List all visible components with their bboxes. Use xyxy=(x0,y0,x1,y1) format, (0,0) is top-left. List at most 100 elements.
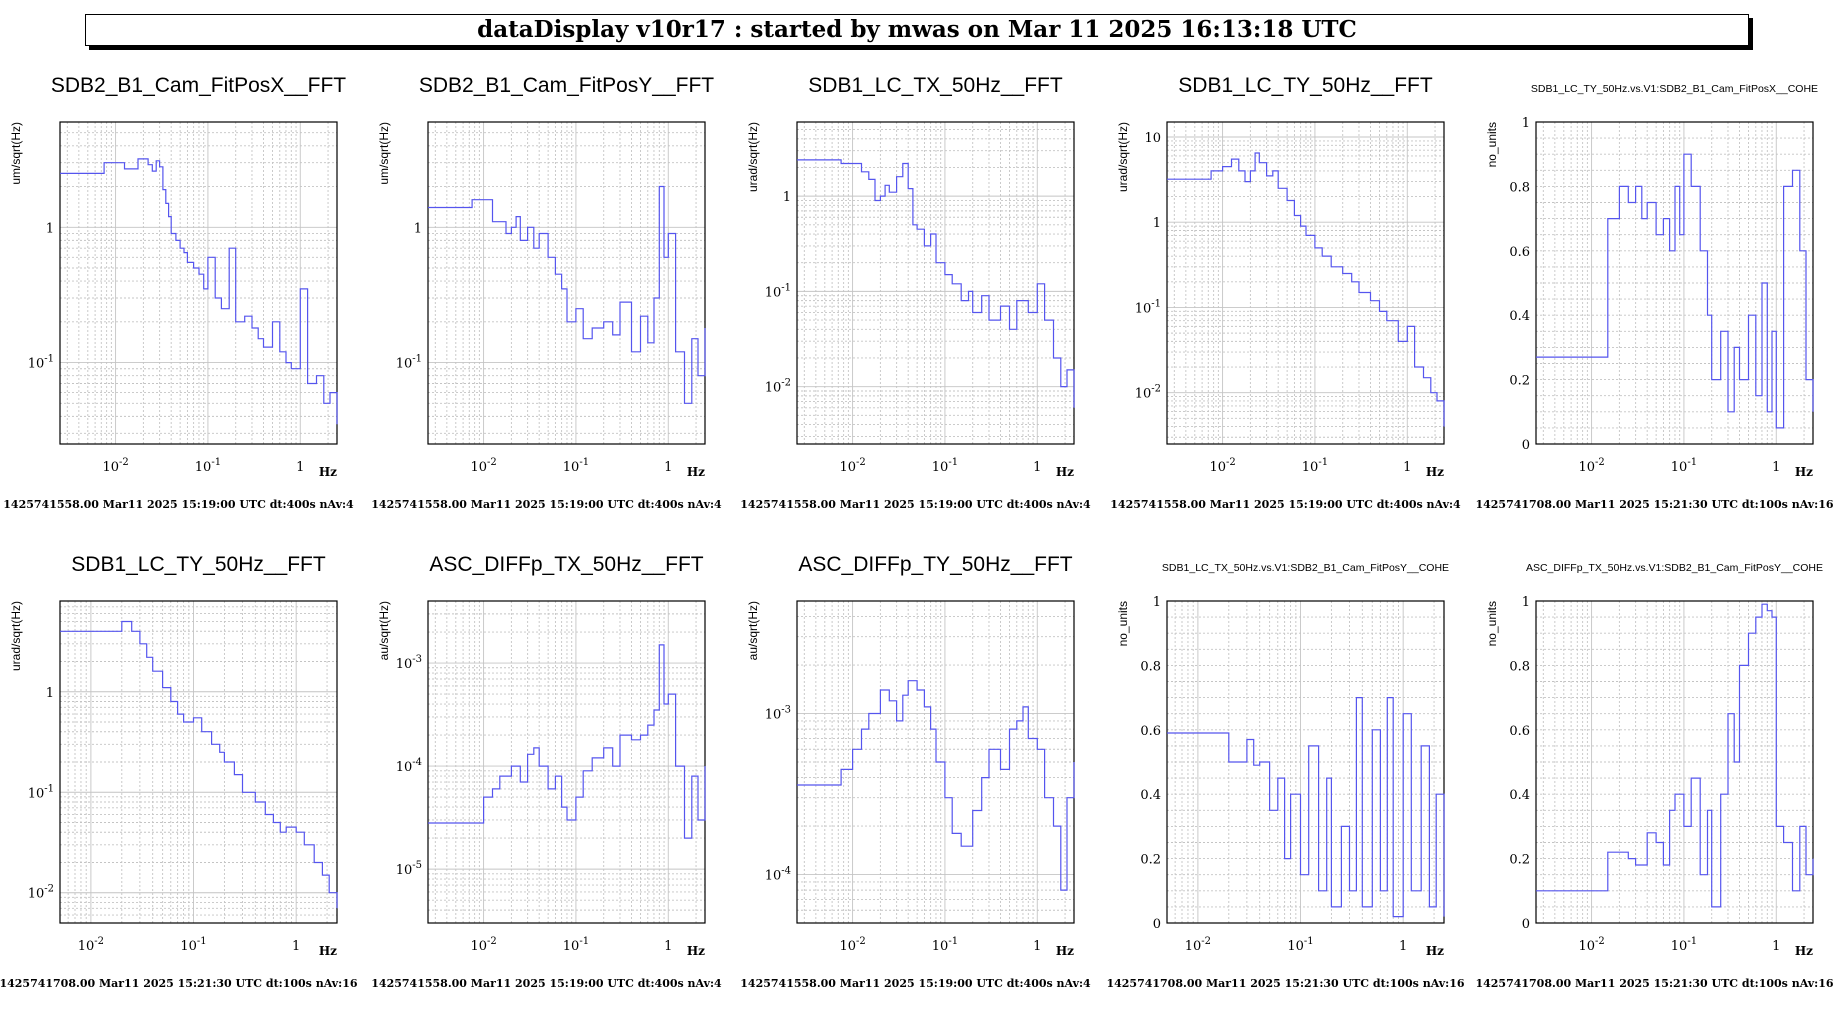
y-tick-label: 1 xyxy=(783,190,791,205)
x-axis-label: Hz xyxy=(319,944,337,958)
y-tick-label: 0.8 xyxy=(1509,659,1530,674)
series-line xyxy=(1167,697,1445,918)
y-tick-label: 10-1 xyxy=(765,282,791,300)
y-axis-label: au/sqrt(Hz) xyxy=(377,601,391,660)
x-tick-label: 10-1 xyxy=(932,936,958,954)
series-line xyxy=(1536,153,1814,429)
y-tick-label: 0.6 xyxy=(1509,245,1530,260)
x-tick-label: 10-1 xyxy=(195,457,221,475)
chart-title: SDB1_LC_TY_50Hz__FFT xyxy=(71,553,326,576)
y-tick-label: 10-1 xyxy=(396,354,422,372)
chart-footer: 1425741558.00 Mar11 2025 15:19:00 UTC dt… xyxy=(740,977,1091,990)
y-axis-label: no_units xyxy=(1485,601,1499,646)
x-tick-label: 1 xyxy=(1772,939,1780,954)
y-tick-label: 1 xyxy=(1522,595,1530,610)
series-line xyxy=(428,185,706,404)
series-line xyxy=(797,159,1075,408)
x-tick-label: 10-2 xyxy=(1209,457,1235,475)
plot-frame xyxy=(59,121,338,445)
x-tick-label: 1 xyxy=(1033,460,1041,475)
x-tick-label: 10-2 xyxy=(839,457,865,475)
y-tick-label: 0.8 xyxy=(1140,659,1161,674)
x-tick-label: 10-1 xyxy=(1302,457,1328,475)
x-tick-label: 1 xyxy=(1403,460,1411,475)
y-axis-label: urad/sqrt(Hz) xyxy=(1116,122,1130,192)
y-tick-label: 0 xyxy=(1522,438,1530,453)
x-tick-label: 10-1 xyxy=(563,457,589,475)
y-tick-label: 0.2 xyxy=(1140,853,1161,868)
x-tick-label: 10-1 xyxy=(1287,936,1313,954)
plot-frame xyxy=(427,121,706,445)
chart-title: SDB1_LC_TY_50Hz__FFT xyxy=(1178,74,1433,97)
series-line xyxy=(1536,603,1814,908)
x-tick-label: 1 xyxy=(296,460,304,475)
series-line xyxy=(428,644,706,839)
y-tick-label: 10-2 xyxy=(28,884,54,902)
plot-frame xyxy=(1166,121,1445,445)
y-tick-label: 0.4 xyxy=(1140,788,1161,803)
page-title: dataDisplay v10r17 : started by mwas on … xyxy=(85,14,1749,46)
chart-footer: 1425741558.00 Mar11 2025 15:19:00 UTC dt… xyxy=(371,977,722,990)
x-axis-label: Hz xyxy=(1795,944,1813,958)
chart-footer: 1425741558.00 Mar11 2025 15:19:00 UTC dt… xyxy=(3,498,354,511)
y-tick-label: 10-3 xyxy=(396,654,422,672)
x-tick-label: 1 xyxy=(664,939,672,954)
x-tick-label: 10-2 xyxy=(839,936,865,954)
x-axis-label: Hz xyxy=(687,944,705,958)
chart-footer: 1425741558.00 Mar11 2025 15:19:00 UTC dt… xyxy=(1110,498,1461,511)
y-tick-label: 1 xyxy=(414,221,422,236)
chart-footer: 1425741708.00 Mar11 2025 15:21:30 UTC dt… xyxy=(1106,977,1464,990)
y-tick-label: 0.4 xyxy=(1509,788,1530,803)
y-tick-label: 1 xyxy=(1522,116,1530,131)
chart-footer: 1425741708.00 Mar11 2025 15:21:30 UTC dt… xyxy=(1475,498,1833,511)
chart-footer: 1425741558.00 Mar11 2025 15:19:00 UTC dt… xyxy=(740,498,1091,511)
x-axis-label: Hz xyxy=(687,465,705,479)
chart-title: SDB2_B1_Cam_FitPosY__FFT xyxy=(419,74,714,97)
y-axis-label: no_units xyxy=(1485,122,1499,167)
chart-title: ASC_DIFFp_TX_50Hz.vs.V1:SDB2_B1_Cam_FitP… xyxy=(1526,562,1823,574)
y-axis-label: um/sqrt(Hz) xyxy=(9,122,23,185)
x-tick-label: 10-1 xyxy=(932,457,958,475)
x-tick-label: 10-2 xyxy=(470,457,496,475)
x-tick-label: 10-2 xyxy=(1578,936,1604,954)
y-axis-label: urad/sqrt(Hz) xyxy=(9,601,23,671)
y-axis-label: au/sqrt(Hz) xyxy=(746,601,760,660)
y-tick-label: 0.8 xyxy=(1509,180,1530,195)
x-tick-label: 1 xyxy=(1772,460,1780,475)
plot-frame xyxy=(796,121,1075,445)
chart-footer: 1425741558.00 Mar11 2025 15:19:00 UTC dt… xyxy=(371,498,722,511)
chart-title: SDB1_LC_TX_50Hz__FFT xyxy=(808,74,1063,97)
x-axis-label: Hz xyxy=(1426,465,1444,479)
y-axis-label: no_units xyxy=(1116,601,1130,646)
chart-title: SDB1_LC_TY_50Hz.vs.V1:SDB2_B1_Cam_FitPos… xyxy=(1531,83,1818,95)
plot-frame xyxy=(1166,600,1445,924)
y-axis-label: um/sqrt(Hz) xyxy=(377,122,391,185)
x-axis-label: Hz xyxy=(1426,944,1444,958)
x-tick-label: 10-1 xyxy=(563,936,589,954)
x-tick-label: 10-2 xyxy=(470,936,496,954)
y-tick-label: 1 xyxy=(46,686,54,701)
chart-title: SDB1_LC_TX_50Hz.vs.V1:SDB2_B1_Cam_FitPos… xyxy=(1162,562,1449,574)
y-tick-label: 1 xyxy=(1153,216,1161,231)
x-tick-label: 1 xyxy=(292,939,300,954)
y-tick-label: 10-5 xyxy=(396,860,422,878)
chart-title: SDB2_B1_Cam_FitPosX__FFT xyxy=(51,74,346,97)
chart-footer: 1425741708.00 Mar11 2025 15:21:30 UTC dt… xyxy=(1475,977,1833,990)
y-tick-label: 0.4 xyxy=(1509,309,1530,324)
x-tick-label: 10-1 xyxy=(180,936,206,954)
x-axis-label: Hz xyxy=(1056,944,1074,958)
y-tick-label: 0.6 xyxy=(1509,724,1530,739)
chart-footer: 1425741708.00 Mar11 2025 15:21:30 UTC dt… xyxy=(0,977,358,990)
y-tick-label: 10-1 xyxy=(28,783,54,801)
y-tick-label: 10-3 xyxy=(765,705,791,723)
y-tick-label: 10-4 xyxy=(396,757,422,775)
y-tick-label: 0 xyxy=(1153,917,1161,932)
x-tick-label: 10-2 xyxy=(102,457,128,475)
y-tick-label: 0 xyxy=(1522,917,1530,932)
y-tick-label: 10-4 xyxy=(765,866,791,884)
x-axis-label: Hz xyxy=(319,465,337,479)
x-tick-label: 1 xyxy=(1033,939,1041,954)
y-tick-label: 1 xyxy=(1153,595,1161,610)
y-tick-label: 10-2 xyxy=(1135,384,1161,402)
